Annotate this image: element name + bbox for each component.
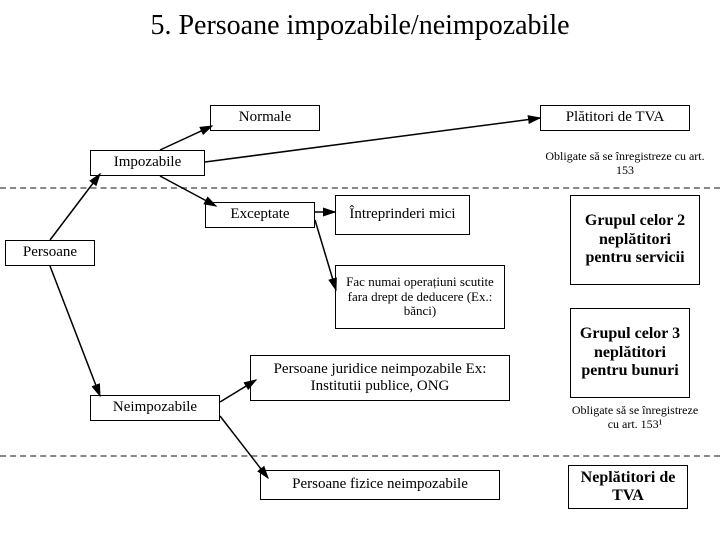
- arrow-impozabile_top: [160, 126, 212, 150]
- note-obligate153: Obligate să se înregistreze cu art. 153: [540, 150, 710, 178]
- arrow-pers_down: [50, 266, 100, 396]
- box-pj-neimpoz: Persoane juridice neimpozabile Ex: Insti…: [250, 355, 510, 401]
- box-normale: Normale: [210, 105, 320, 131]
- dashed-line-2: [0, 455, 720, 457]
- box-persoane: Persoane: [5, 240, 95, 266]
- box-grup3: Grupul celor 3 neplătitori pentru bunuri: [570, 308, 690, 398]
- note-obligate1531: Obligate să se înregistreze cu art. 153¹: [565, 404, 705, 432]
- box-fac-numai: Fac numai operațiuni scutite fara drept …: [335, 265, 505, 329]
- arrow-neimpoz_down: [220, 416, 268, 478]
- arrow-pers_up: [50, 174, 100, 240]
- box-intreprinderi: Întreprinderi mici: [335, 195, 470, 235]
- arrow-exceptate_r2: [315, 220, 336, 290]
- box-platitori: Plătitori de TVA: [540, 105, 690, 131]
- box-impozabile: Impozabile: [90, 150, 205, 176]
- box-neimpozabile: Neimpozabile: [90, 395, 220, 421]
- box-grup2: Grupul celor 2 neplătitori pentru servic…: [570, 195, 700, 285]
- box-neplatitori: Neplătitori de TVA: [568, 465, 688, 509]
- diagram-title: 5. Persoane impozabile/neimpozabile: [0, 10, 720, 42]
- box-pf-neimpoz: Persoane fizice neimpozabile: [260, 470, 500, 500]
- box-exceptate: Exceptate: [205, 202, 315, 228]
- dashed-line-1: [0, 187, 720, 189]
